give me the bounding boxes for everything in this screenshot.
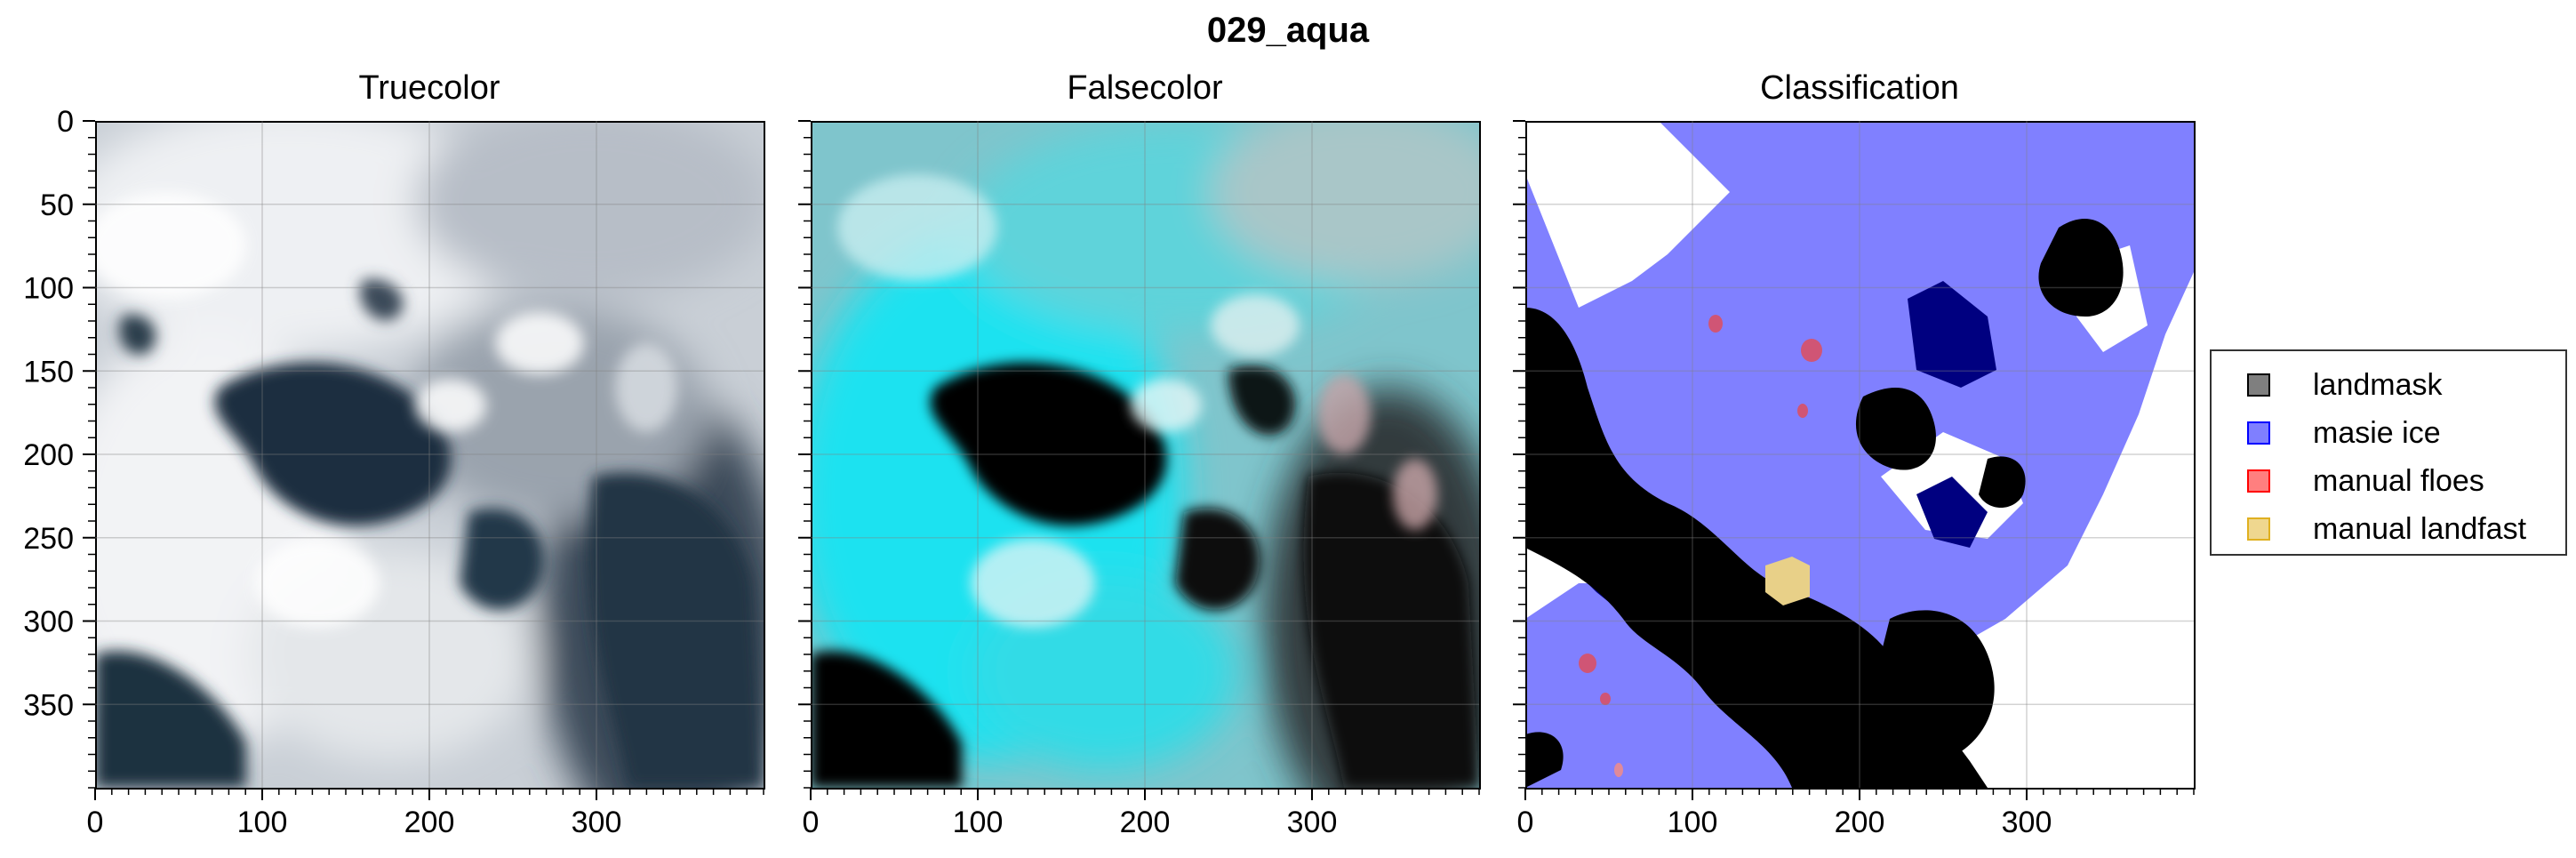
x-tick-label: 300 — [2002, 806, 2052, 839]
y-tick-label: 300 — [23, 605, 74, 639]
legend-swatch-masie-ice — [2247, 421, 2270, 445]
legend-swatch-manual-landfast — [2247, 517, 2270, 541]
truecolor-image — [95, 121, 764, 788]
y-tick-label: 250 — [23, 522, 74, 556]
x-tick-label: 200 — [1835, 806, 1885, 839]
y-tick-label: 200 — [23, 438, 74, 472]
legend-entry-landmask: landmask — [2247, 367, 2443, 403]
y-tick-label: 50 — [40, 188, 74, 222]
x-tick-label: 100 — [953, 806, 1004, 839]
y-tick-label: 350 — [23, 688, 74, 722]
y-tick-label: 0 — [57, 105, 74, 139]
legend-entry-masie-ice: masie ice — [2247, 415, 2441, 451]
x-tick-label: 300 — [572, 806, 622, 839]
figure-title: 029_aqua — [1206, 11, 1370, 50]
panel-title-truecolor: Truecolor — [358, 69, 500, 107]
legend-swatch-manual-floes — [2247, 469, 2270, 493]
x-tick-label: 0 — [87, 806, 104, 839]
y-tick-label: 150 — [23, 355, 74, 389]
y-tick-label: 100 — [23, 272, 74, 306]
x-tick-label: 300 — [1287, 806, 1338, 839]
panel-title-falsecolor: Falsecolor — [1067, 69, 1223, 107]
classification-image — [1525, 121, 2194, 788]
legend: landmask masie ice manual floes manual l… — [2210, 349, 2567, 556]
legend-swatch-landmask — [2247, 373, 2270, 397]
falsecolor-image — [811, 121, 1479, 788]
x-tick-label: 200 — [1120, 806, 1171, 839]
x-tick-label: 100 — [237, 806, 288, 839]
legend-entry-manual-landfast: manual landfast — [2247, 511, 2526, 547]
x-tick-label: 0 — [803, 806, 820, 839]
x-tick-label: 200 — [404, 806, 455, 839]
legend-entry-manual-floes: manual floes — [2247, 463, 2484, 499]
x-tick-label: 0 — [1517, 806, 1534, 839]
panel-title-classification: Classification — [1760, 69, 1959, 107]
x-tick-label: 100 — [1668, 806, 1718, 839]
